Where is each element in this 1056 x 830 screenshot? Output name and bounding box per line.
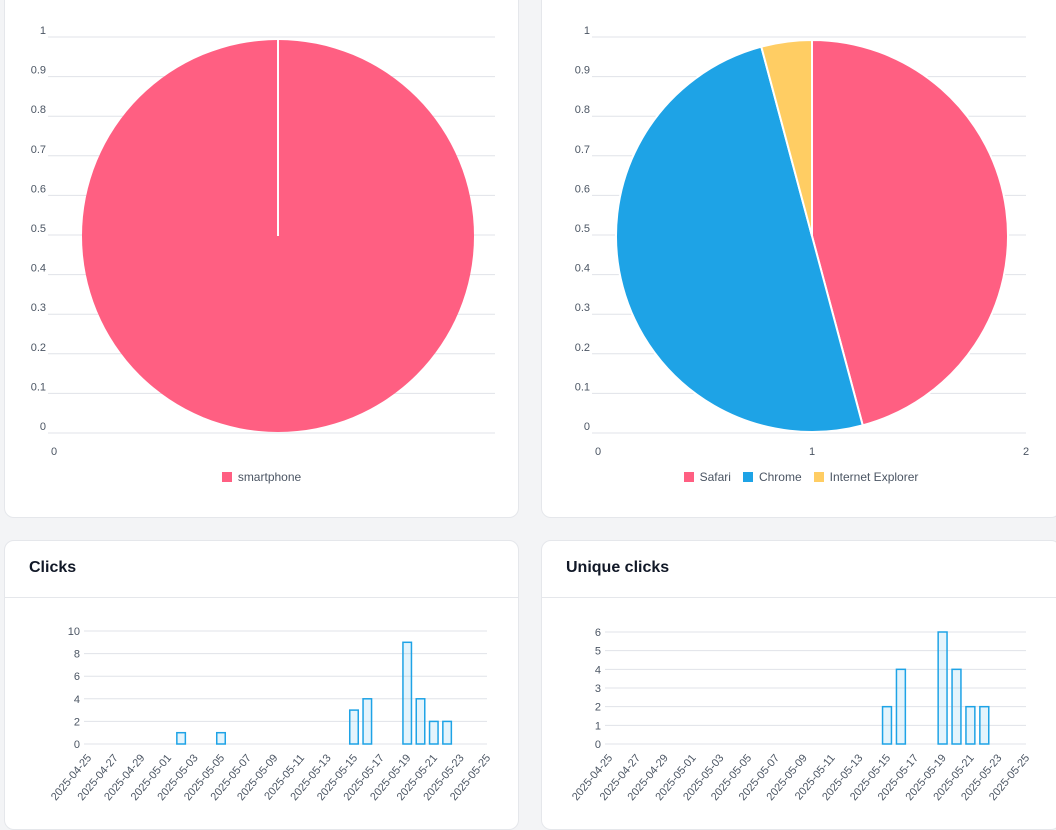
y-tick-label: 4 xyxy=(74,694,80,706)
clicks-bar-chart: 02468102025-04-252025-04-272025-04-29202… xyxy=(49,626,493,803)
y-tick-label: 0.2 xyxy=(575,342,590,354)
bar-2025-05-02[interactable] xyxy=(176,731,187,745)
clicks-card: Clicks 0 2 4 6 8 10 2025-04-25 2025-04-27 2025-0… xyxy=(4,540,519,830)
y-tick-label: 0.8 xyxy=(575,104,590,116)
browsers-card: 0 0.1 0.2 0.3 0.4 0.5 0.6 0.7 0.8 0.9 1 0 1 2 Safari C… xyxy=(541,0,1056,518)
bar-2025-05-20[interactable] xyxy=(415,698,426,745)
y-tick-label: 0.1 xyxy=(31,381,46,393)
bar-2025-05-16[interactable] xyxy=(895,668,907,745)
y-tick-label: 0 xyxy=(74,739,80,751)
bar-2025-05-20[interactable] xyxy=(951,668,962,745)
x-tick-label: 0 xyxy=(595,446,601,458)
legend-swatch-icon xyxy=(813,472,824,482)
y-tick-label: 3 xyxy=(595,683,601,695)
bar-2025-05-16[interactable] xyxy=(362,698,373,745)
unique-clicks-card-header: Unique clicks xyxy=(542,541,1056,598)
x-tick-label: 2 xyxy=(1023,446,1029,458)
y-tick-label: 1 xyxy=(595,720,601,732)
y-tick-label: 0.7 xyxy=(31,144,46,156)
legend-label: smartphone xyxy=(237,470,302,484)
clicks-card-title: Clicks xyxy=(29,559,77,576)
y-tick-label: 8 xyxy=(74,649,80,661)
legend-label: Internet Explorer xyxy=(829,470,919,484)
legend-swatch-icon xyxy=(683,472,694,482)
y-tick-label: 6 xyxy=(74,671,80,683)
bar-2025-05-22[interactable] xyxy=(442,720,453,745)
bar-2025-05-22[interactable] xyxy=(979,705,990,745)
y-tick-label: 0.9 xyxy=(575,65,590,77)
legend-label: Safari xyxy=(699,470,731,484)
devices-pie-chart: 0 0.1 0.2 0.3 0.4 0.5 0.6 0.7 0.8 0.9 1 0 xyxy=(31,25,495,458)
x-tick-label: 1 xyxy=(809,446,815,458)
pie-slice-chrome[interactable] xyxy=(615,45,864,433)
y-tick-label: 6 xyxy=(595,627,601,639)
bar-2025-05-15[interactable] xyxy=(881,705,893,745)
y-tick-label: 0 xyxy=(595,739,601,751)
y-tick-label: 0.4 xyxy=(31,263,46,275)
y-tick-label: 0.1 xyxy=(575,381,590,393)
unique-clicks-bar-chart: 01234562025-04-252025-04-272025-04-29202… xyxy=(570,627,1032,803)
browsers-legend: Safari Chrome Internet Explorer xyxy=(542,470,1056,484)
y-tick-label: 0.5 xyxy=(31,223,46,235)
devices-card: 0 0.1 0.2 0.3 0.4 0.5 0.6 0.7 0.8 0.9 1 0 smartphon… xyxy=(4,0,519,518)
legend-swatch-icon xyxy=(742,472,753,482)
legend-swatch-icon xyxy=(221,472,232,482)
y-tick-label: 0.7 xyxy=(575,144,590,156)
y-tick-label: 0.5 xyxy=(575,223,590,235)
legend-item-chrome[interactable]: Chrome xyxy=(742,470,802,484)
legend-item-internet-explorer[interactable]: Internet Explorer xyxy=(813,470,919,484)
bar-2025-05-19[interactable] xyxy=(937,631,948,745)
legend-item-smartphone[interactable]: smartphone xyxy=(221,470,302,484)
pie-slice-internet-explorer[interactable] xyxy=(760,38,813,237)
y-tick-label: 0.6 xyxy=(31,183,46,195)
y-tick-label: 0.2 xyxy=(31,342,46,354)
y-tick-label: 0.8 xyxy=(31,104,46,116)
clicks-card-header: Clicks xyxy=(5,541,518,598)
legend-item-safari[interactable]: Safari xyxy=(683,470,731,484)
unique-clicks-card: Unique clicks 0 1 2 3 4 5 6 2025-04-25 2025-04-2… xyxy=(541,540,1056,830)
y-tick-label: 0.3 xyxy=(31,302,46,314)
y-tick-label: 0.9 xyxy=(31,65,46,77)
bar-2025-05-19[interactable] xyxy=(402,641,413,745)
devices-legend: smartphone xyxy=(5,470,518,484)
y-tick-label: 2 xyxy=(595,702,601,714)
y-tick-label: 1 xyxy=(40,25,46,37)
y-tick-label: 0.4 xyxy=(575,263,590,275)
y-tick-label: 5 xyxy=(595,646,601,658)
y-tick-label: 0.3 xyxy=(575,302,590,314)
y-tick-label: 0.6 xyxy=(575,183,590,195)
bar-2025-05-05[interactable] xyxy=(215,731,227,745)
bar-2025-05-21[interactable] xyxy=(428,720,439,745)
y-tick-label: 1 xyxy=(584,25,590,37)
unique-clicks-card-title: Unique clicks xyxy=(566,559,670,576)
y-tick-label: 2 xyxy=(74,716,80,728)
bar-2025-05-21[interactable] xyxy=(965,705,976,745)
y-tick-label: 10 xyxy=(68,626,80,638)
x-tick-label: 0 xyxy=(51,446,57,458)
y-tick-label: 0 xyxy=(584,421,590,433)
browsers-pie-chart: 0 0.1 0.2 0.3 0.4 0.5 0.6 0.7 0.8 0.9 1 0 1 2 xyxy=(575,25,1029,458)
y-tick-label: 4 xyxy=(595,664,601,676)
legend-label: Chrome xyxy=(758,470,802,484)
y-tick-label: 0 xyxy=(40,421,46,433)
bar-2025-05-15[interactable] xyxy=(348,709,360,745)
pie-slice-safari[interactable] xyxy=(811,38,1009,427)
